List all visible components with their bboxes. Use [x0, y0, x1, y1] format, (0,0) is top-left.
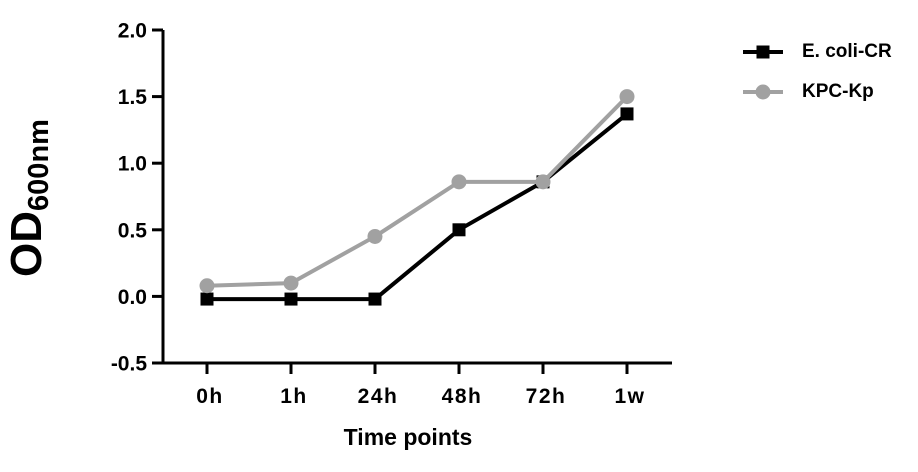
circle-marker-icon	[755, 84, 771, 100]
x-tick-label: 1w	[614, 385, 645, 408]
data-point-marker	[199, 278, 215, 294]
y-tick-label: -0.5	[111, 353, 148, 376]
legend-item-kpc-kp: KPC-Kp	[743, 78, 892, 106]
x-tick-label: 1h	[280, 385, 308, 408]
x-tick-label: 72h	[526, 385, 567, 408]
data-point-marker	[368, 292, 382, 306]
x-tick-label: 24h	[358, 385, 399, 408]
data-point-marker	[452, 223, 466, 237]
series-line	[206, 95, 629, 288]
data-point-marker	[200, 292, 214, 306]
legend-circle-marker-icon	[743, 84, 783, 100]
y-tick-label: 2.0	[118, 20, 147, 43]
y-axis-title-subscript: 600nm	[23, 119, 55, 211]
legend: E. coli-CR KPC-Kp	[743, 38, 892, 118]
x-tick-label: 0h	[196, 385, 224, 408]
data-point-marker	[535, 174, 551, 190]
y-tick-label: 0.5	[118, 219, 148, 242]
data-point-marker	[620, 107, 634, 121]
x-tick-label: 48h	[442, 385, 483, 408]
legend-label: KPC-Kp	[802, 81, 874, 102]
series-line	[207, 112, 629, 302]
data-point-marker	[619, 89, 635, 105]
data-point-marker	[283, 275, 299, 291]
y-axis-title: OD600nm	[2, 119, 55, 277]
y-tick-label: 1.5	[118, 86, 148, 109]
legend-item-ecoli-cr: E. coli-CR	[743, 38, 892, 66]
legend-label: E. coli-CR	[802, 41, 892, 62]
x-axis-title: Time points	[343, 424, 473, 450]
data-point-marker	[284, 292, 298, 306]
square-marker-icon	[756, 45, 770, 59]
data-point-marker	[451, 174, 467, 190]
y-tick-label: 0.0	[118, 286, 147, 309]
y-tick-label: 1.0	[118, 153, 147, 176]
legend-square-marker-icon	[743, 44, 783, 60]
y-axis-title-text: OD	[2, 210, 51, 277]
data-point-marker	[367, 228, 383, 244]
